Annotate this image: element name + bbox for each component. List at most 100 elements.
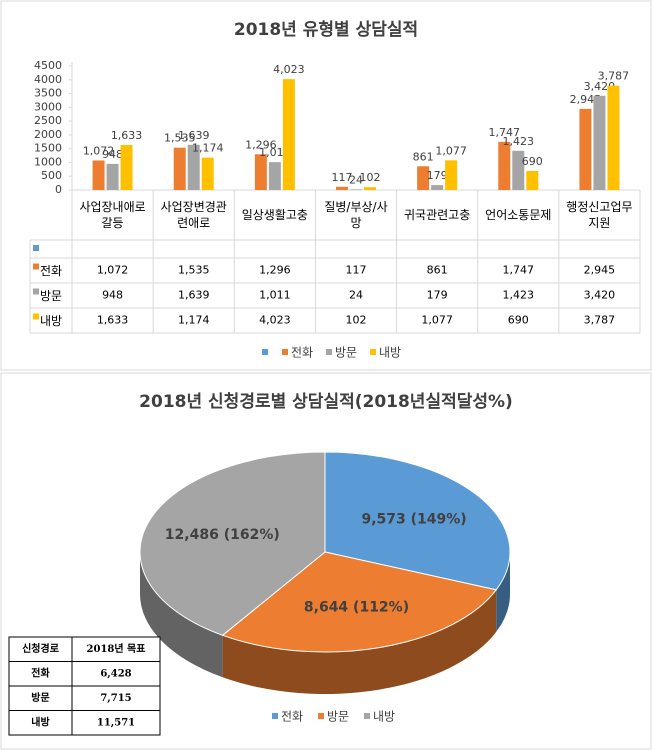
y-tick-label: 2000 [34, 128, 62, 141]
x-tick-label: 사업장변경관 련애로 [161, 200, 227, 230]
bar [512, 150, 525, 190]
bar [187, 144, 200, 190]
data-label: 8,644 (112%) [304, 599, 409, 615]
legend-key [33, 263, 39, 270]
data-label: 102 [360, 171, 381, 184]
table-cell: 전화 [31, 666, 50, 679]
data-label: 1,174 [192, 142, 224, 155]
y-tick-label: 4500 [34, 59, 62, 72]
table-cell: 1,011 [259, 289, 291, 302]
bar [173, 147, 186, 190]
table-cell: 3,787 [584, 314, 616, 327]
legend-label: 내방 [373, 710, 395, 724]
table-header: 2018년 목표 [87, 642, 146, 655]
legend-key [364, 713, 370, 719]
bar [526, 170, 539, 190]
data-label: 1,072 [83, 144, 115, 157]
pie-side [140, 552, 223, 678]
data-label: 861 [413, 150, 434, 163]
data-label: 1,633 [111, 129, 143, 142]
table-cell: 1,077 [421, 314, 453, 327]
bar [593, 95, 606, 190]
legend-key [272, 713, 278, 719]
table-header: 신청경로 [22, 642, 59, 655]
data-label: 179 [427, 169, 448, 182]
legend-key [318, 713, 324, 719]
pie-side [222, 589, 497, 694]
y-tick-label: 3000 [34, 100, 62, 113]
table-cell: 7,715 [100, 693, 131, 704]
table-cell: 6,428 [100, 668, 131, 679]
data-label: 24 [349, 173, 363, 186]
table-cell: 11,571 [97, 717, 135, 728]
table-cell: 179 [427, 289, 448, 302]
bar [254, 154, 267, 190]
x-tick-label: 질병/부상/사 망 [324, 200, 387, 230]
legend-label: 전화 [291, 346, 313, 360]
bar [607, 85, 620, 190]
chart-title: 2018년 유형별 상담실적 [234, 19, 418, 40]
legend-label: 전화 [281, 710, 303, 724]
table-cell: 1,747 [503, 264, 535, 277]
bar [498, 141, 511, 190]
legend-key [282, 349, 288, 355]
bar [201, 157, 214, 190]
bar [579, 108, 592, 190]
data-label: 117 [332, 171, 353, 184]
y-tick-label: 2500 [34, 114, 62, 127]
data-label: 1,011 [259, 146, 291, 159]
data-label: 4,023 [273, 63, 305, 76]
data-label: 948 [102, 148, 123, 161]
table-row-label: 내방 [40, 314, 62, 328]
table-cell: 948 [102, 289, 123, 302]
pie-slice [324, 451, 511, 591]
bar [431, 185, 444, 190]
bar [364, 187, 376, 190]
bar [106, 163, 119, 190]
x-tick-label: 일상생활고충 [242, 208, 308, 222]
legend-label: 방문 [327, 710, 349, 724]
table-cell: 3,420 [584, 289, 616, 302]
bar [445, 160, 458, 190]
table-cell: 방문 [31, 691, 49, 704]
y-tick-label: 4000 [34, 73, 62, 86]
x-tick-label: 귀국관련고충 [404, 208, 470, 222]
bar [92, 160, 105, 190]
bar [350, 189, 362, 190]
bar [336, 186, 348, 190]
pie-slice [221, 551, 498, 653]
bar [120, 145, 133, 190]
x-tick-label: 언어소통문제 [485, 208, 551, 222]
y-tick-label: 3500 [34, 87, 62, 100]
pie-slice [139, 451, 326, 636]
pie-chart: 9,573 (149%) 8,644 (112%) 12,486 (162%) 전화 방… [139, 451, 511, 724]
table-cell: 1,296 [259, 264, 291, 277]
legend-label: 방문 [335, 346, 357, 360]
table-row-label: 방문 [40, 289, 62, 303]
data-label: 1,747 [489, 126, 521, 139]
table-cell: 1,072 [97, 264, 129, 277]
legend-key [33, 313, 39, 320]
table-cell: 861 [427, 264, 448, 277]
data-label: 1,535 [164, 132, 196, 145]
data-label: 3,420 [584, 80, 616, 93]
table-cell: 1,174 [178, 314, 210, 327]
table-cell: 4,023 [259, 314, 291, 327]
table-cell: 1,535 [178, 264, 210, 277]
y-tick-label: 0 [55, 183, 62, 196]
legend-key [262, 349, 268, 355]
bar [268, 162, 281, 190]
table-cell: 1,633 [97, 314, 129, 327]
x-tick-label: 사업장내애로 갈등 [79, 200, 145, 230]
legend-key [33, 245, 39, 251]
data-label: 12,486 (162%) [165, 527, 280, 543]
table-cell: 690 [508, 314, 529, 327]
legend-key [370, 349, 376, 355]
legend-label: 내방 [379, 346, 401, 360]
table-cell: 1,423 [503, 289, 535, 302]
table-cell: 24 [349, 289, 363, 302]
data-label: 1,423 [503, 135, 535, 148]
